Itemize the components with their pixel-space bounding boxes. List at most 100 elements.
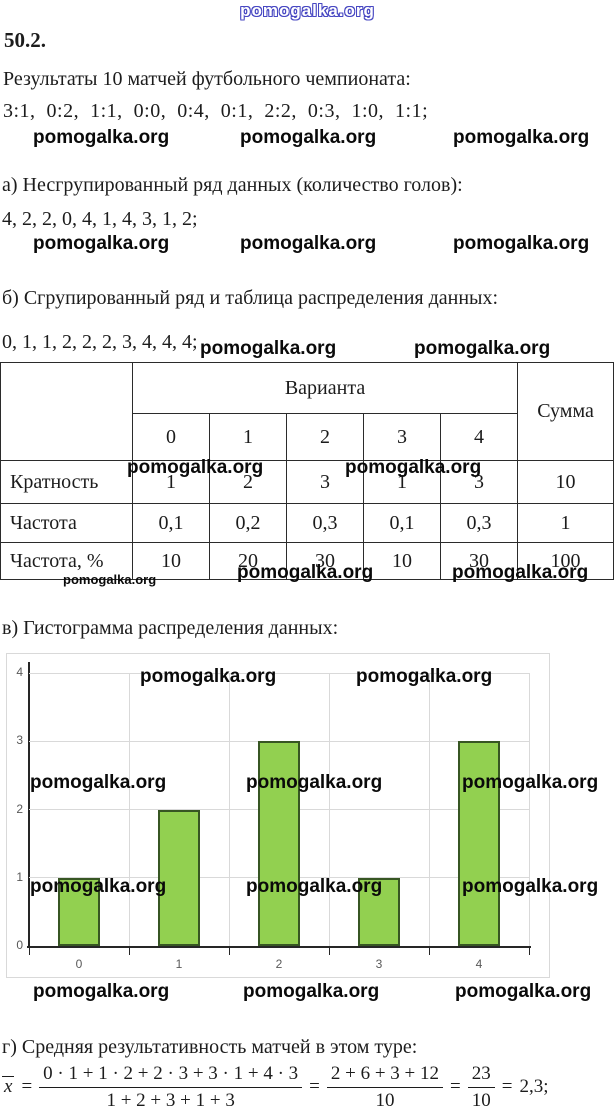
histogram-bar (158, 809, 200, 946)
histogram-bar (58, 877, 100, 946)
part-b-series: 0, 1, 1, 2, 2, 2, 3, 4, 4, 4; (2, 331, 198, 353)
x-bar-symbol: x (2, 1076, 15, 1098)
site-watermark: pomogalka.org (237, 562, 374, 583)
row-label: Кратность (0, 460, 133, 504)
formula-result: 2,3; (519, 1076, 549, 1098)
site-watermark: pomogalka.org (33, 981, 170, 1002)
site-watermark: pomogalka.org (455, 981, 592, 1002)
site-watermark-outline: pomogalka.org (240, 1, 375, 20)
table-corner-cell (0, 362, 133, 461)
site-watermark: pomogalka.org (414, 338, 551, 359)
x-axis-tick (529, 948, 530, 955)
cell: 20 (209, 542, 287, 580)
part-b-label: б) Сгрупированный ряд и таблица распреде… (2, 287, 499, 309)
histogram-bar (458, 741, 500, 946)
x-tick-label: 3 (375, 957, 383, 971)
gridline-vertical (528, 673, 530, 946)
site-watermark: pomogalka.org (462, 772, 599, 793)
site-watermark: pomogalka.org (30, 876, 167, 897)
x-axis-tick (29, 948, 30, 955)
x-axis-line (27, 946, 531, 948)
row-label: Частота, % (0, 542, 133, 580)
site-watermark: pomogalka.org (200, 338, 337, 359)
equals-sign: = (501, 1076, 513, 1098)
x-axis-tick (229, 948, 230, 955)
histogram-chart: 0 1 2 3 4 0 1 2 3 4 (6, 653, 550, 978)
table-row: Частота 0,1 0,2 0,3 0,1 0,3 1 (0, 503, 615, 543)
variant-value: 2 (286, 413, 364, 461)
table-row: Частота, % 10 20 30 10 30 100 (0, 542, 615, 580)
x-axis-tick (129, 948, 130, 955)
fraction-2: 2 + 6 + 3 + 12 10 (326, 1062, 444, 1113)
cell: 3 (439, 460, 519, 504)
y-tick-label: 1 (16, 869, 23, 884)
table-row: 0 1 2 3 4 (1, 413, 614, 461)
problem-number: 50.2. (4, 28, 46, 52)
variant-value: 1 (209, 413, 287, 461)
histogram-bar (358, 877, 400, 946)
x-tick-label: 2 (275, 957, 283, 971)
site-watermark: pomogalka.org (345, 457, 482, 478)
site-watermark: pomogalka.org (356, 666, 493, 687)
site-watermark: pomogalka.org (453, 127, 590, 148)
site-watermark: pomogalka.org (453, 233, 590, 254)
site-watermark: pomogalka.org (246, 772, 383, 793)
part-g-label: г) Средняя результативность матчей в это… (2, 1036, 418, 1058)
gridline-vertical (228, 673, 230, 946)
y-tick-label: 2 (16, 801, 23, 816)
site-watermark: pomogalka.org (63, 572, 157, 587)
y-tick-label: 3 (16, 733, 23, 748)
site-watermark: pomogalka.org (243, 981, 380, 1002)
problem-intro: Результаты 10 матчей футбольного чемпион… (3, 68, 411, 90)
y-tick-label: 0 (16, 938, 23, 952)
denominator: 10 (471, 1089, 491, 1111)
site-watermark: pomogalka.org (462, 876, 599, 897)
cell: 0,2 (209, 503, 287, 543)
mean-formula: x = 0 · 1 + 1 · 2 + 2 · 3 + 3 · 1 + 4 · … (2, 1062, 549, 1113)
site-watermark: pomogalka.org (127, 457, 264, 478)
cell: 30 (286, 542, 364, 580)
cell: 0,3 (439, 503, 519, 543)
table-header-variant: Варианта (131, 362, 519, 414)
part-a-label: а) Несгрупированный ряд данных (количест… (2, 174, 463, 196)
match-results: 3:1, 0:2, 1:1, 0:0, 0:4, 0:1, 2:2, 0:3, … (3, 100, 429, 122)
site-watermark: pomogalka.org (33, 127, 170, 148)
cell-sum: 1 (517, 503, 615, 543)
cell: 10 (132, 542, 210, 580)
cell: 30 (439, 542, 519, 580)
gridline-vertical (328, 673, 330, 946)
x-axis-tick (429, 948, 430, 955)
gridline-vertical (128, 673, 130, 946)
variant-value: 3 (363, 413, 441, 461)
x-tick-label: 0 (75, 957, 83, 971)
histogram-bar (258, 741, 300, 946)
fraction-3: 23 10 (467, 1062, 495, 1113)
gridline-vertical (428, 673, 430, 946)
equals-sign: = (309, 1076, 320, 1098)
x-axis-tick (329, 948, 330, 955)
site-watermark: pomogalka.org (33, 233, 170, 254)
cell-sum: 100 (517, 542, 615, 580)
site-watermark: pomogalka.org (240, 233, 377, 254)
plot-area: 0 1 2 3 4 0 1 2 3 4 (16, 662, 531, 971)
numerator: 2 + 6 + 3 + 12 (326, 1062, 444, 1088)
site-watermark: pomogalka.org (140, 666, 277, 687)
table-row: Кратность 1 2 3 1 3 10 (0, 460, 615, 504)
site-watermark: pomogalka.org (452, 562, 589, 583)
table-header-sum: Сумма (517, 362, 615, 461)
part-a-series: 4, 2, 2, 0, 4, 1, 4, 3, 1, 2; (2, 208, 198, 230)
part-v-label: в) Гистограмма распределения данных: (2, 617, 339, 639)
cell: 0,3 (286, 503, 364, 543)
x-tick-label: 1 (175, 957, 183, 971)
cell-sum: 10 (517, 460, 615, 504)
fraction-1: 0 · 1 + 1 · 2 + 2 · 3 + 3 · 1 + 4 · 3 1 … (39, 1062, 303, 1113)
row-label: Частота (0, 503, 133, 543)
y-tick-label: 4 (16, 665, 23, 679)
gridline-horizontal (29, 672, 529, 674)
y-axis-line (28, 662, 30, 948)
x-tick-label: 4 (475, 957, 483, 971)
cell: 10 (363, 542, 441, 580)
numerator: 0 · 1 + 1 · 2 + 2 · 3 + 3 · 1 + 4 · 3 (39, 1062, 303, 1088)
site-watermark: pomogalka.org (240, 127, 377, 148)
